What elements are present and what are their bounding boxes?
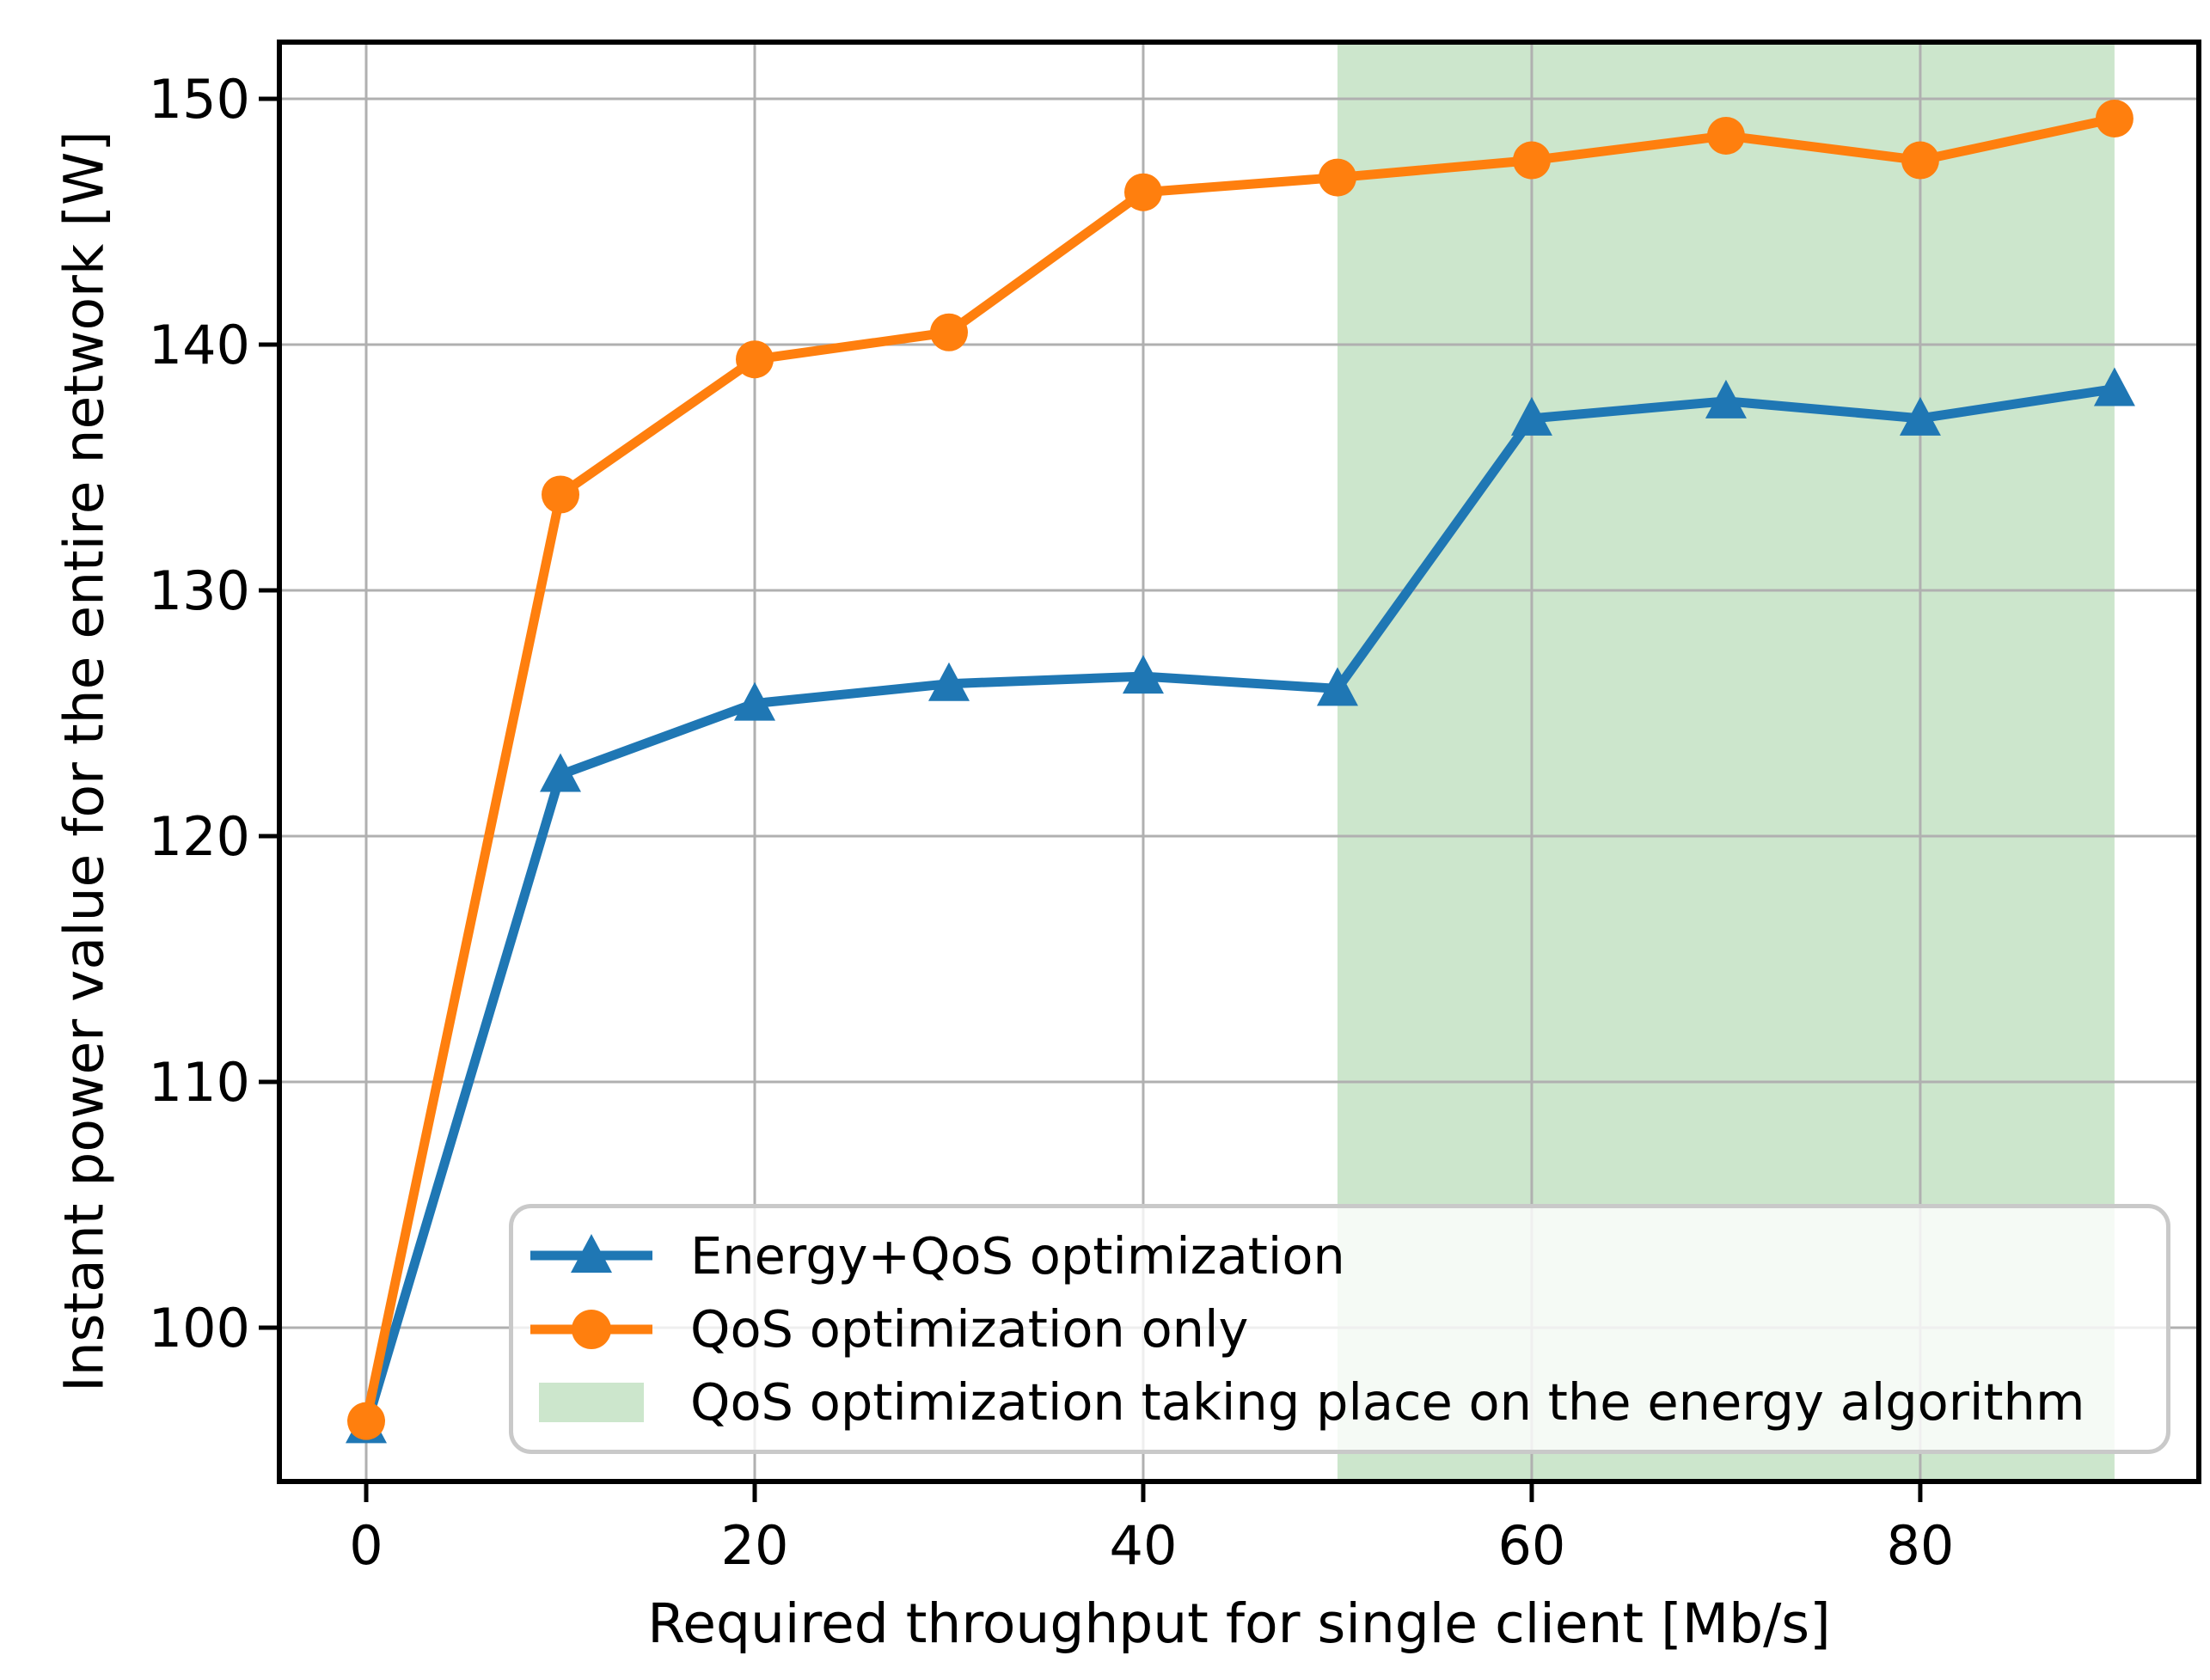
legend-label: QoS optimization taking place on the ene…: [690, 1372, 2085, 1433]
axes-frame: [277, 40, 2201, 1484]
circle-marker-icon: [530, 1309, 652, 1349]
data-point-marker: [1123, 173, 1162, 211]
data-point-marker: [733, 681, 775, 721]
data-point-marker: [1510, 396, 1552, 436]
legend-handle: [527, 1225, 656, 1286]
data-point-marker: [1512, 141, 1551, 180]
x-tick-label: 80: [1886, 1514, 1954, 1577]
legend-item-energy-qos: Energy+QoS optimization: [527, 1221, 2149, 1290]
data-point-marker: [1318, 158, 1356, 197]
data-point-marker: [1901, 141, 1939, 180]
data-point-marker: [1705, 379, 1747, 418]
series-line-1: [361, 113, 2120, 1426]
triangle-marker-icon: [530, 1234, 652, 1274]
x-axis-label: Required throughput for single client [M…: [647, 1592, 1831, 1655]
data-point-marker: [927, 662, 970, 701]
y-tick-label: 120: [149, 805, 250, 868]
legend-label: QoS optimization only: [690, 1299, 1249, 1359]
data-point-marker: [540, 753, 582, 792]
data-point-marker: [347, 1402, 386, 1440]
data-point-marker: [542, 475, 580, 514]
data-point-marker: [1706, 116, 1745, 155]
legend-item-span: QoS optimization taking place on the ene…: [527, 1368, 2149, 1437]
series-line-0: [361, 384, 2120, 1431]
legend-handle: [527, 1372, 656, 1433]
y-tick-label: 130: [149, 559, 250, 622]
legend-label: Energy+QoS optimization: [690, 1225, 1345, 1286]
data-point-marker: [1316, 667, 1358, 706]
data-point-marker: [2095, 99, 2133, 137]
y-axis-label: Instant power value for the entire netwo…: [52, 131, 116, 1392]
y-tick-label: 100: [149, 1297, 250, 1359]
x-tick-label: 60: [1497, 1514, 1565, 1577]
y-tick-label: 150: [149, 68, 250, 131]
data-point-marker: [1122, 655, 1164, 694]
data-point-marker: [1899, 396, 1941, 436]
y-tick-label: 140: [149, 314, 250, 376]
data-point-marker: [735, 340, 774, 379]
legend-item-qos-only: QoS optimization only: [527, 1295, 2149, 1364]
legend: Energy+QoS optimization QoS optimization…: [509, 1204, 2170, 1454]
figure: 0 20 40 60 80 100 110 120 130 140 150 Instant powe…: [34, 14, 2210, 1666]
data-point-marker: [2093, 367, 2135, 406]
data-point-marker: [929, 313, 968, 351]
x-tick-label: 20: [721, 1514, 789, 1577]
green-span-swatch-icon: [539, 1382, 644, 1422]
x-tick-label: 40: [1110, 1514, 1178, 1577]
legend-handle: [527, 1299, 656, 1359]
x-tick-label: 0: [349, 1514, 383, 1577]
y-tick-label: 110: [149, 1051, 250, 1114]
